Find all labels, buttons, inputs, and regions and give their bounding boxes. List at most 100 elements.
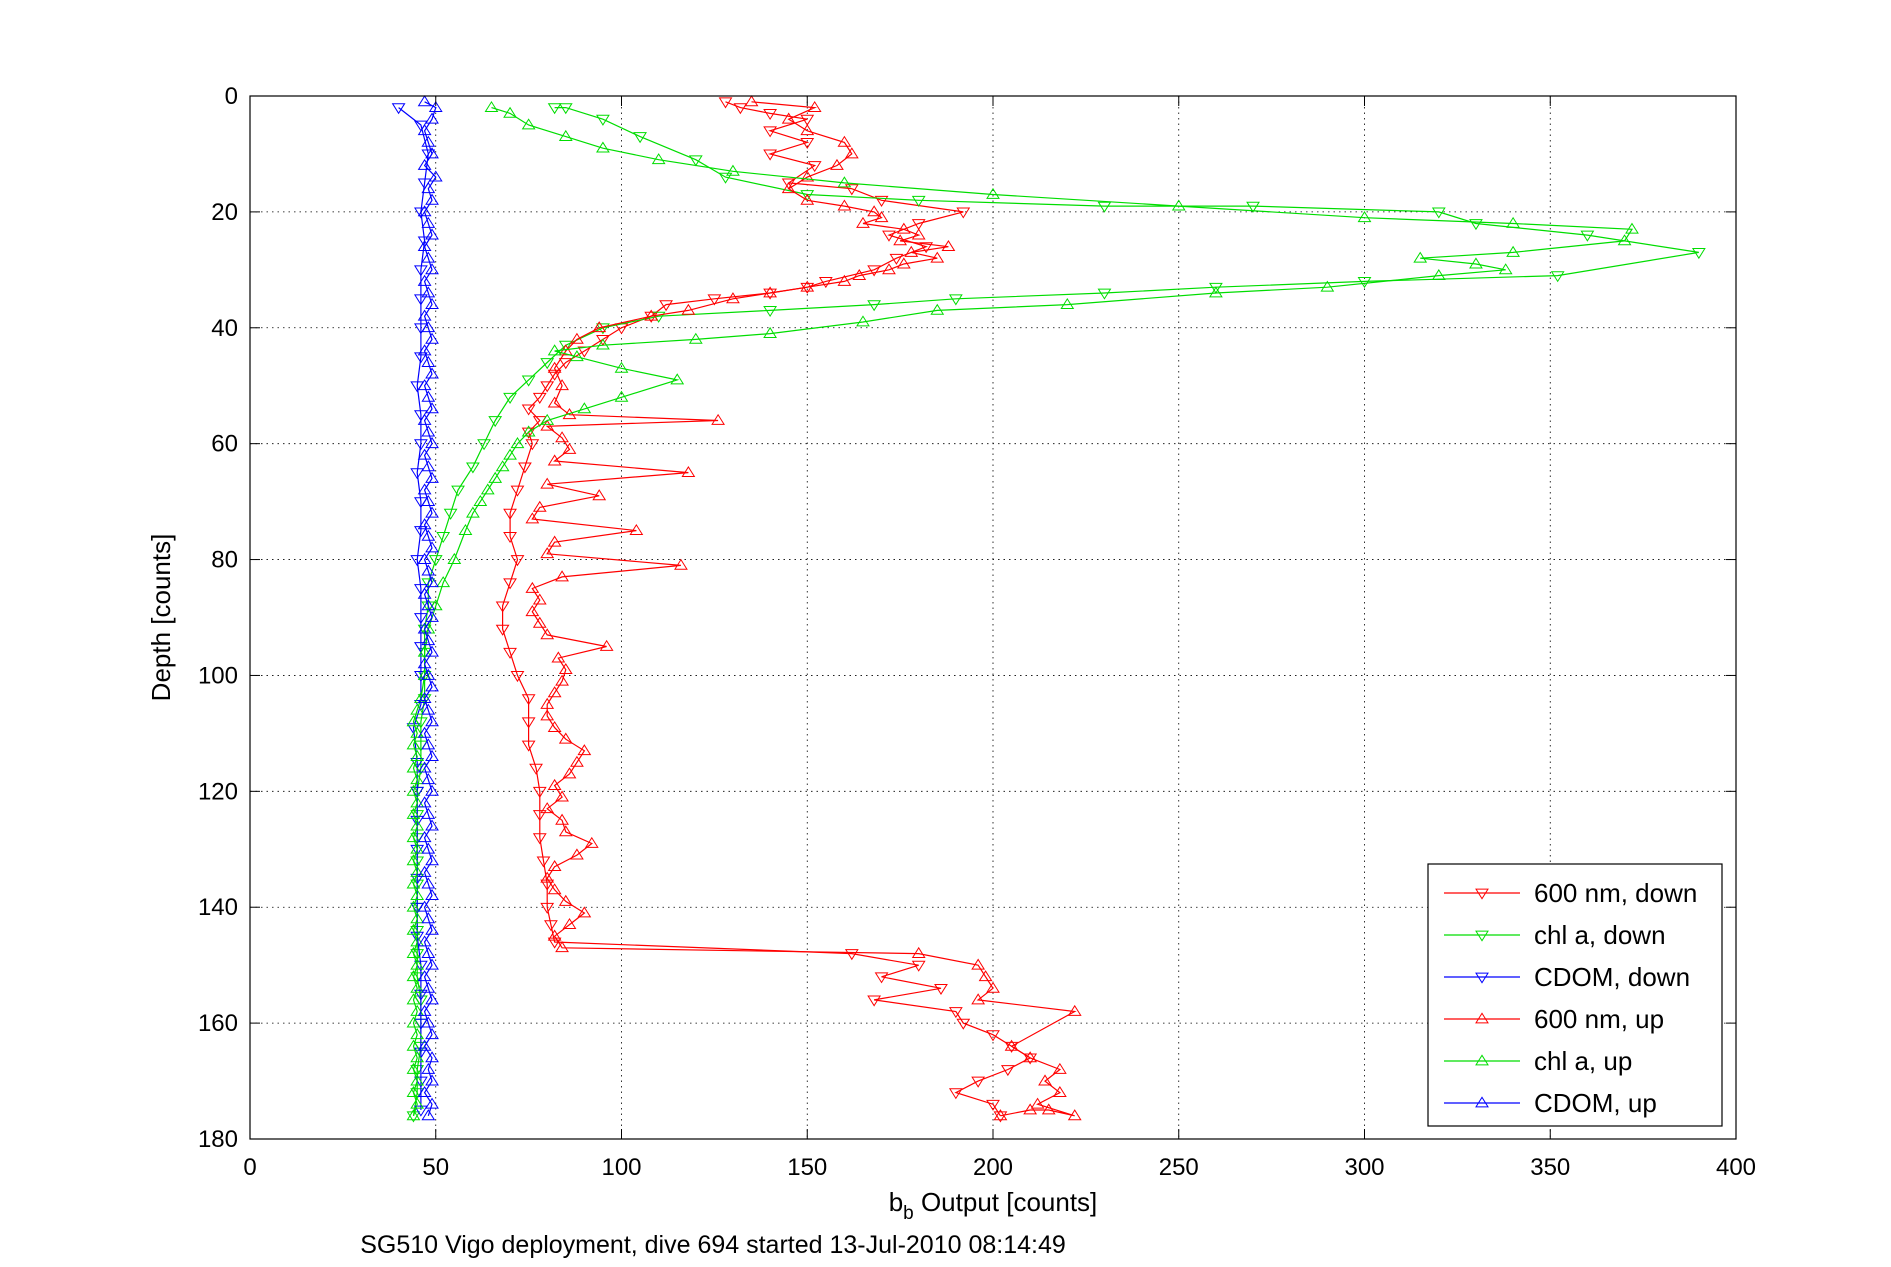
legend-marker xyxy=(1475,1012,1489,1024)
data-point-marker xyxy=(558,732,573,744)
data-point-marker xyxy=(421,390,436,402)
data-point-marker xyxy=(948,1088,963,1100)
data-point-marker xyxy=(651,153,666,165)
data-point-marker xyxy=(800,137,815,149)
data-point-marker xyxy=(1357,277,1372,289)
data-point-marker xyxy=(417,726,432,738)
data-point-marker xyxy=(417,970,432,982)
data-point-marker xyxy=(410,1028,425,1040)
data-point-marker xyxy=(1357,211,1372,223)
data-point-marker xyxy=(417,379,432,391)
data-point-marker xyxy=(406,1111,421,1123)
data-point-marker xyxy=(410,1074,425,1086)
data-point-marker xyxy=(406,1109,421,1121)
data-point-marker xyxy=(867,995,882,1007)
data-point-marker xyxy=(413,960,428,972)
data-point-marker xyxy=(406,854,421,866)
data-point-marker xyxy=(919,242,934,254)
data-point-marker xyxy=(800,190,815,202)
data-point-marker xyxy=(521,404,536,416)
data-point-marker xyxy=(428,555,443,567)
data-point-marker xyxy=(410,819,425,831)
data-point-marker xyxy=(1067,1109,1082,1121)
x-tick-label: 300 xyxy=(1344,1154,1384,1181)
data-point-marker xyxy=(540,477,555,489)
data-point-marker xyxy=(807,100,822,112)
data-point-marker xyxy=(532,616,547,628)
data-point-marker xyxy=(428,170,443,182)
x-tick-label: 0 xyxy=(243,1154,256,1181)
data-point-marker xyxy=(421,1062,436,1074)
data-point-marker xyxy=(410,1004,425,1016)
data-point-marker xyxy=(480,483,495,495)
data-point-marker xyxy=(596,323,610,335)
data-point-marker xyxy=(707,294,722,306)
data-point-marker xyxy=(413,989,428,1001)
legend-label: CDOM, up xyxy=(1534,1088,1657,1118)
data-point-marker xyxy=(417,205,432,217)
data-point-marker xyxy=(633,132,647,144)
data-point-marker xyxy=(410,773,425,785)
data-point-marker xyxy=(547,535,562,547)
data-point-marker xyxy=(577,906,592,918)
axis-ticks: 0 50 100 150 200 250 300 350 400 0 20 40 60 80 100 120 1… xyxy=(198,83,1756,1181)
y-tick-label: 60 xyxy=(211,431,238,458)
data-point-marker xyxy=(425,576,439,588)
data-point-marker xyxy=(425,993,439,1005)
data-point-marker xyxy=(540,879,555,891)
data-point-marker xyxy=(592,489,607,501)
data-point-marker xyxy=(521,717,536,729)
data-point-marker xyxy=(410,749,425,761)
x-tick-label: 250 xyxy=(1159,1154,1199,1181)
data-point-marker xyxy=(425,784,439,796)
data-point-marker xyxy=(410,842,425,854)
data-point-marker xyxy=(410,958,425,970)
data-point-marker xyxy=(425,1097,439,1109)
data-point-marker xyxy=(629,523,644,535)
data-point-marker xyxy=(417,645,432,657)
data-point-marker xyxy=(547,686,562,698)
data-point-marker xyxy=(510,437,525,449)
data-point-marker xyxy=(425,112,439,124)
data-point-marker xyxy=(503,508,517,520)
legend-marker xyxy=(1475,972,1489,984)
data-point-marker xyxy=(421,1109,436,1121)
data-point-marker xyxy=(558,340,573,352)
data-point-marker xyxy=(406,761,421,773)
data-point-marker xyxy=(417,483,432,495)
data-point-marker xyxy=(852,268,867,281)
x-axis-label-rest: Output [counts] xyxy=(914,1187,1098,1217)
data-point-marker xyxy=(562,408,577,420)
data-point-marker xyxy=(800,280,815,292)
data-point-marker xyxy=(592,321,607,333)
data-point-marker xyxy=(503,392,517,404)
data-point-marker xyxy=(425,332,439,344)
data-point-marker xyxy=(525,605,540,617)
x-axis-label-main: b xyxy=(889,1187,903,1217)
x-tick-label: 400 xyxy=(1716,1154,1756,1181)
data-point-marker xyxy=(425,923,439,935)
data-point-marker xyxy=(1038,1074,1052,1086)
data-point-marker xyxy=(837,176,852,188)
data-point-marker xyxy=(413,207,428,219)
data-point-marker xyxy=(889,253,904,265)
data-point-marker xyxy=(911,219,926,231)
data-point-marker xyxy=(1023,1103,1038,1115)
data-point-marker xyxy=(425,471,439,483)
data-point-marker xyxy=(763,149,778,161)
x-axis-label: bb Output [counts] xyxy=(889,1187,1098,1224)
data-point-marker xyxy=(417,413,432,425)
data-point-marker xyxy=(413,1105,428,1117)
data-point-marker xyxy=(547,454,562,466)
data-point-marker xyxy=(971,958,986,970)
data-point-marker xyxy=(410,865,425,877)
data-point-marker xyxy=(417,344,432,356)
data-point-marker xyxy=(596,338,610,350)
data-point-marker xyxy=(718,172,733,184)
series-3 xyxy=(525,95,1082,1121)
data-point-marker xyxy=(577,402,592,414)
data-point-marker xyxy=(510,671,525,683)
data-point-marker xyxy=(413,294,428,306)
data-point-marker xyxy=(540,802,555,814)
data-point-marker xyxy=(417,935,432,947)
